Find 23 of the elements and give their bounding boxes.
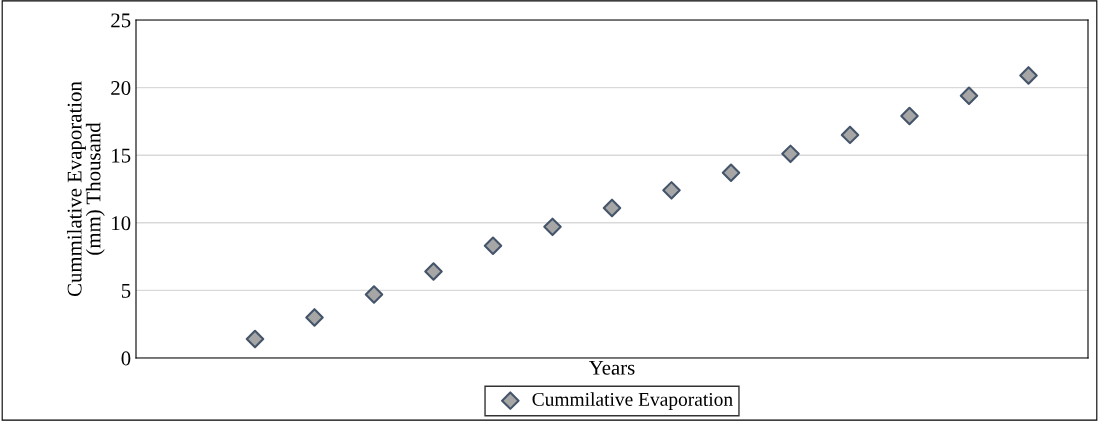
y-axis-title: Cummilative Evaporation (mm) Thousand <box>66 81 105 297</box>
point <box>245 329 265 349</box>
y-tick-label: 20 <box>111 80 131 96</box>
point <box>602 198 622 218</box>
y-tick-label: 15 <box>112 148 131 163</box>
x-axis-title: Years <box>588 360 635 375</box>
point <box>424 262 443 281</box>
point <box>721 163 741 183</box>
point <box>305 308 324 327</box>
legend-label: Cummilative Evaporation <box>532 392 733 410</box>
point <box>662 181 681 200</box>
point <box>959 86 979 105</box>
point <box>543 217 562 237</box>
point <box>900 106 919 126</box>
y-tick-label: 10 <box>112 216 131 231</box>
y-tick-label: 5 <box>121 283 131 298</box>
y-tick-label: 25 <box>111 13 131 28</box>
point <box>840 125 860 145</box>
y-tick-label: 0 <box>121 351 131 366</box>
point <box>781 144 800 164</box>
point <box>364 285 384 304</box>
point <box>483 236 503 256</box>
point <box>1019 66 1038 85</box>
